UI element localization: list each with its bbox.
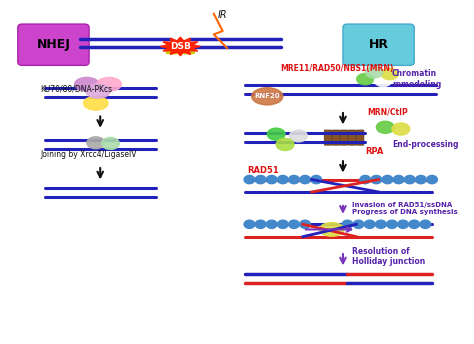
Circle shape <box>398 220 409 228</box>
Ellipse shape <box>365 66 383 78</box>
Ellipse shape <box>87 137 105 149</box>
Circle shape <box>393 175 404 184</box>
FancyBboxPatch shape <box>18 24 89 65</box>
Text: MRN/CtIP: MRN/CtIP <box>367 108 408 117</box>
Text: RNF20: RNF20 <box>255 93 280 99</box>
Ellipse shape <box>319 223 344 236</box>
Circle shape <box>255 220 266 228</box>
Ellipse shape <box>83 96 108 110</box>
Circle shape <box>365 220 375 228</box>
Ellipse shape <box>267 128 285 140</box>
Ellipse shape <box>97 77 121 91</box>
Text: MRE11/RAD50/NBS1(MRN): MRE11/RAD50/NBS1(MRN) <box>281 64 394 73</box>
Circle shape <box>289 175 299 184</box>
Circle shape <box>416 175 426 184</box>
Circle shape <box>353 220 364 228</box>
Circle shape <box>427 175 438 184</box>
Circle shape <box>409 220 419 228</box>
Text: DSB: DSB <box>170 42 191 51</box>
Ellipse shape <box>86 84 110 98</box>
FancyBboxPatch shape <box>340 130 348 145</box>
Text: NHEJ: NHEJ <box>36 38 70 51</box>
Circle shape <box>420 220 431 228</box>
Circle shape <box>289 220 299 228</box>
Circle shape <box>342 220 353 228</box>
Text: Resolution of
Holliday junction: Resolution of Holliday junction <box>352 247 425 266</box>
FancyBboxPatch shape <box>324 130 332 145</box>
Circle shape <box>255 175 266 184</box>
Circle shape <box>277 175 288 184</box>
Text: Joining by Xrcc4/LigaseIV: Joining by Xrcc4/LigaseIV <box>40 150 137 159</box>
Circle shape <box>244 175 255 184</box>
Ellipse shape <box>381 68 399 80</box>
Circle shape <box>277 220 288 228</box>
Text: HR: HR <box>369 38 389 51</box>
Circle shape <box>375 220 386 228</box>
Circle shape <box>360 175 371 184</box>
Ellipse shape <box>252 88 283 105</box>
Ellipse shape <box>392 123 410 135</box>
Circle shape <box>300 220 310 228</box>
Text: End-processing: End-processing <box>392 140 458 149</box>
Circle shape <box>300 175 310 184</box>
FancyBboxPatch shape <box>343 24 414 65</box>
Circle shape <box>244 220 255 228</box>
Ellipse shape <box>101 137 119 150</box>
Text: Invasion of RAD51/ssDNA
Progress of DNA synthesis: Invasion of RAD51/ssDNA Progress of DNA … <box>352 202 457 215</box>
Circle shape <box>266 175 277 184</box>
FancyBboxPatch shape <box>348 130 356 145</box>
Ellipse shape <box>74 77 99 91</box>
Circle shape <box>382 175 393 184</box>
Ellipse shape <box>374 75 392 87</box>
FancyBboxPatch shape <box>356 130 364 145</box>
Circle shape <box>371 175 382 184</box>
Text: RAD51: RAD51 <box>247 166 279 175</box>
Circle shape <box>387 220 397 228</box>
Circle shape <box>311 175 321 184</box>
Text: RPA: RPA <box>365 147 383 156</box>
Text: Chromatin
remodeling: Chromatin remodeling <box>392 69 441 89</box>
Polygon shape <box>160 37 201 56</box>
Text: IR: IR <box>218 10 228 20</box>
FancyBboxPatch shape <box>332 130 340 145</box>
Circle shape <box>404 175 415 184</box>
Ellipse shape <box>356 73 374 85</box>
Ellipse shape <box>376 121 394 133</box>
Circle shape <box>266 220 277 228</box>
Ellipse shape <box>290 130 307 142</box>
Text: KU70/80/DNA-PKcs: KU70/80/DNA-PKcs <box>40 85 112 94</box>
Ellipse shape <box>276 139 294 151</box>
